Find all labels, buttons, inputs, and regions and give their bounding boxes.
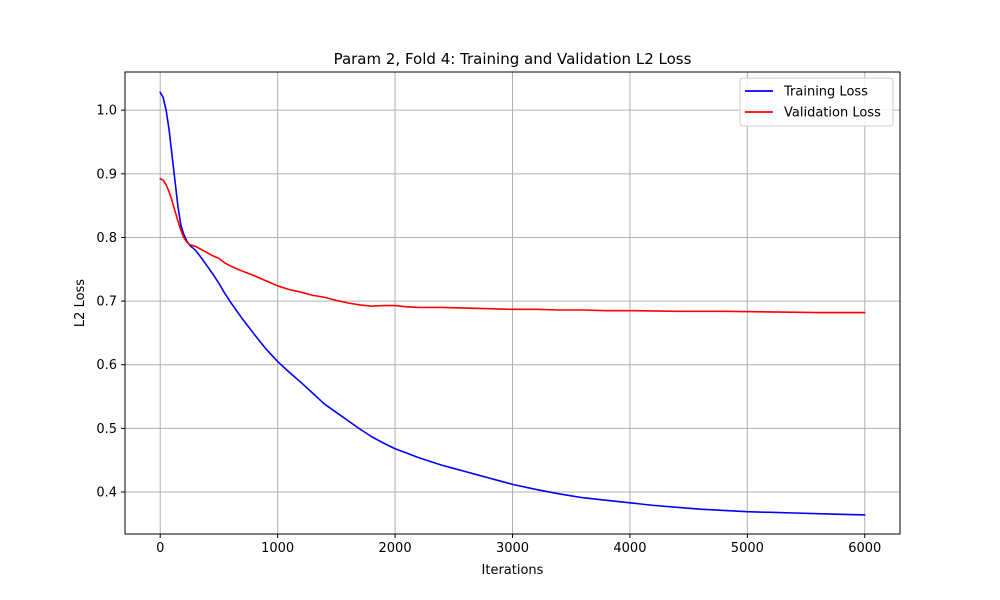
y-tick-label: 0.5 [96, 422, 117, 437]
validation-loss-line [159, 178, 866, 314]
y-tick-label: 0.7 [96, 295, 117, 310]
legend-label: Validation Loss [784, 106, 881, 121]
data-series [159, 91, 866, 516]
y-tick-label: 0.8 [96, 231, 117, 246]
axis-ticks: 0 1000 2000 3000 4000 5000 6000 0.4 0.5 0.6 0.7 0.8… [96, 104, 881, 556]
x-tick-label: 2000 [379, 541, 412, 556]
grid-lines [125, 72, 900, 534]
x-tick-label: 3000 [496, 541, 529, 556]
y-tick-label: 0.4 [96, 486, 117, 501]
x-tick-label: 5000 [731, 541, 764, 556]
x-tick-label: 0 [156, 541, 164, 556]
y-tick-label: 0.6 [96, 358, 117, 373]
x-tick-label: 6000 [848, 541, 881, 556]
legend-box [739, 77, 894, 127]
y-tick-label: 0.9 [96, 167, 117, 182]
chart-title: Param 2, Fold 4: Training and Validation… [334, 50, 692, 68]
legend: Training Loss Validation Loss [739, 77, 894, 127]
x-tick-label: 4000 [613, 541, 646, 556]
x-tick-label: 1000 [261, 541, 294, 556]
y-axis-label: L2 Loss [73, 279, 88, 327]
legend-label: Training Loss [783, 85, 868, 100]
y-tick-label: 1.0 [96, 104, 117, 119]
x-axis-label: Iterations [482, 563, 544, 578]
